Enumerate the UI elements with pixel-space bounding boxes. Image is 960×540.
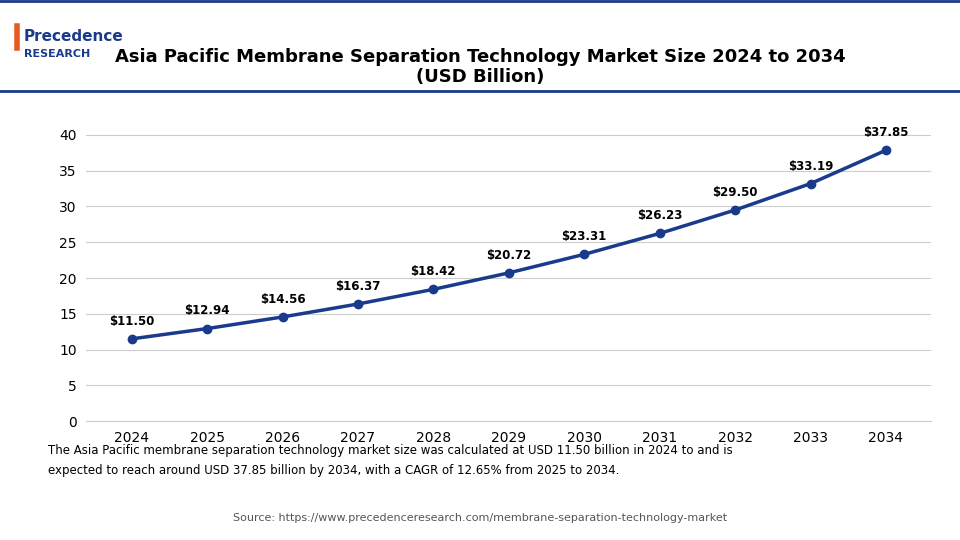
Text: $12.94: $12.94 <box>184 305 229 318</box>
Text: $11.50: $11.50 <box>109 315 155 328</box>
Text: $26.23: $26.23 <box>637 210 683 222</box>
Text: $29.50: $29.50 <box>712 186 757 199</box>
Text: Source: https://www.precedenceresearch.com/membrane-separation-technology-market: Source: https://www.precedenceresearch.c… <box>233 514 727 523</box>
Text: Precedence: Precedence <box>24 29 124 44</box>
Text: $33.19: $33.19 <box>788 159 833 172</box>
Text: The Asia Pacific membrane separation technology market size was calculated at US: The Asia Pacific membrane separation tec… <box>48 443 732 477</box>
Text: $37.85: $37.85 <box>863 126 909 139</box>
Text: (USD Billion): (USD Billion) <box>416 68 544 86</box>
Text: $20.72: $20.72 <box>486 249 532 262</box>
Text: $14.56: $14.56 <box>260 293 305 306</box>
Text: $18.42: $18.42 <box>411 265 456 278</box>
Text: $16.37: $16.37 <box>335 280 380 293</box>
Text: RESEARCH: RESEARCH <box>24 49 90 59</box>
Text: $23.31: $23.31 <box>562 230 607 243</box>
Text: Asia Pacific Membrane Separation Technology Market Size 2024 to 2034: Asia Pacific Membrane Separation Technol… <box>114 48 846 66</box>
